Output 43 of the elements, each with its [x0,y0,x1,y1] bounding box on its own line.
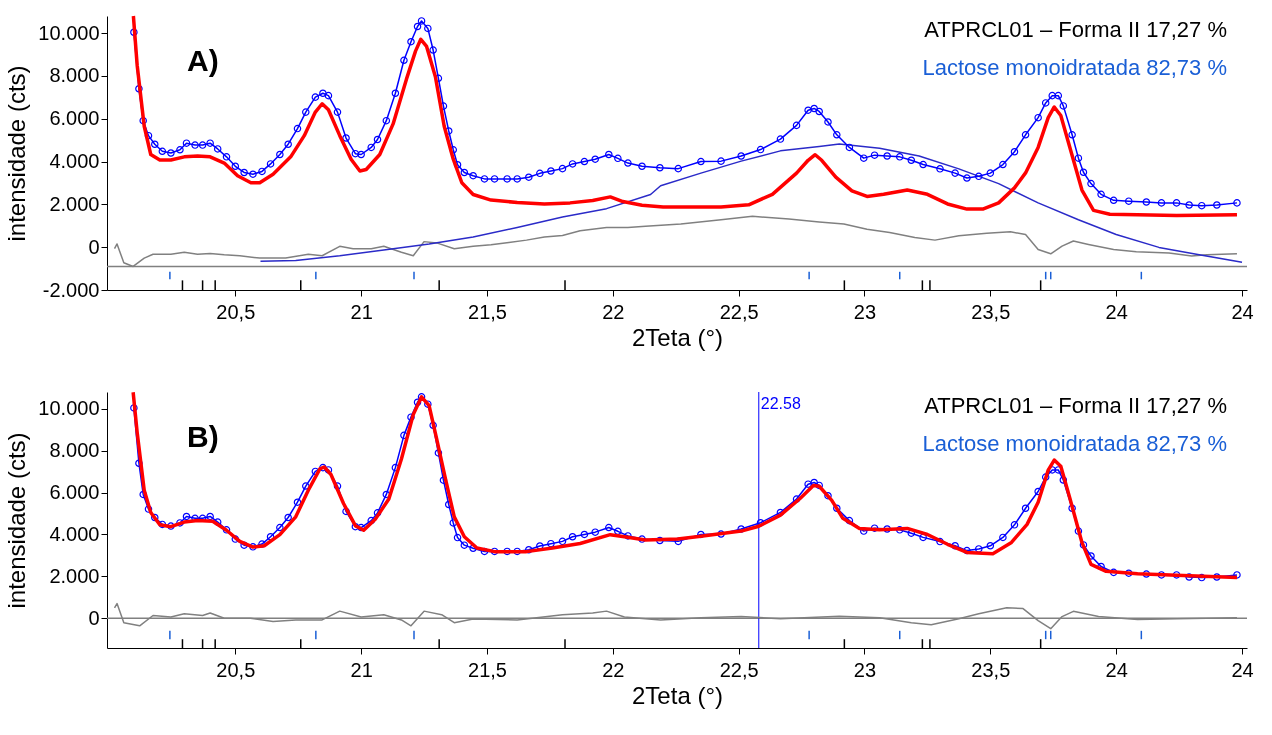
x-tick-label: 22 [602,300,625,323]
ref-line-label: 22.58 [760,395,801,412]
text: Lactose monoidratada 82,73 % [922,55,1227,80]
x-tick-label: 23 [853,658,877,681]
x-tick-label: 22,5 [719,658,759,681]
x-tick-label: 23,5 [971,300,1011,323]
y-tick-label: 6.000 [49,107,100,130]
text: ATPRCL01 – Forma II 17,27 % [924,393,1227,418]
y-tick-label: 10.000 [38,21,100,44]
x-tick-label: 23,5 [971,658,1011,681]
text: ATPRCL01 – Forma II 17,27 % [924,17,1227,42]
x-tick-label: 22 [602,658,625,681]
y-axis-title: intensidade (cts) [3,65,31,242]
y-tick-label: 4.000 [49,150,100,173]
x-tick-label: 21 [350,658,373,681]
x-tick-label: 21 [350,300,373,323]
x-axis-title: 2Teta (°) [632,681,723,709]
x-tick-label: 22,5 [719,300,759,323]
y-tick-label: 10.000 [38,397,100,420]
y-tick-label: 2.000 [49,564,100,587]
x-tick-label: 20,5 [216,300,256,323]
text: Lactose monoidratada 82,73 % [922,431,1227,456]
x-tick-label: 21,5 [468,300,507,323]
y-tick-label: 0 [88,235,100,258]
x-tick-label: 20,5 [216,658,256,681]
y-tick-label: -2.000 [42,278,100,301]
x-tick-label: 24 [1231,300,1254,323]
x-axis-title: 2Teta (°) [632,323,723,351]
text: A) [187,44,219,77]
y-tick-label: 0 [88,606,100,629]
line-series [259,143,1243,263]
y-tick-label: 6.000 [49,481,100,504]
x-tick-label: 21,5 [468,658,507,681]
y-axis-title: intensidade (cts) [3,432,31,609]
y-tick-label: 2.000 [49,192,100,215]
x-tick-label: 24 [1231,658,1254,681]
x-tick-label: 23 [853,300,877,323]
y-tick-label: 8.000 [49,439,100,462]
y-tick-label: 4.000 [49,522,100,545]
x-tick-label: 24 [1105,300,1128,323]
x-tick-label: 24 [1105,658,1128,681]
y-tick-label: 8.000 [49,64,100,87]
text: B) [187,420,219,453]
